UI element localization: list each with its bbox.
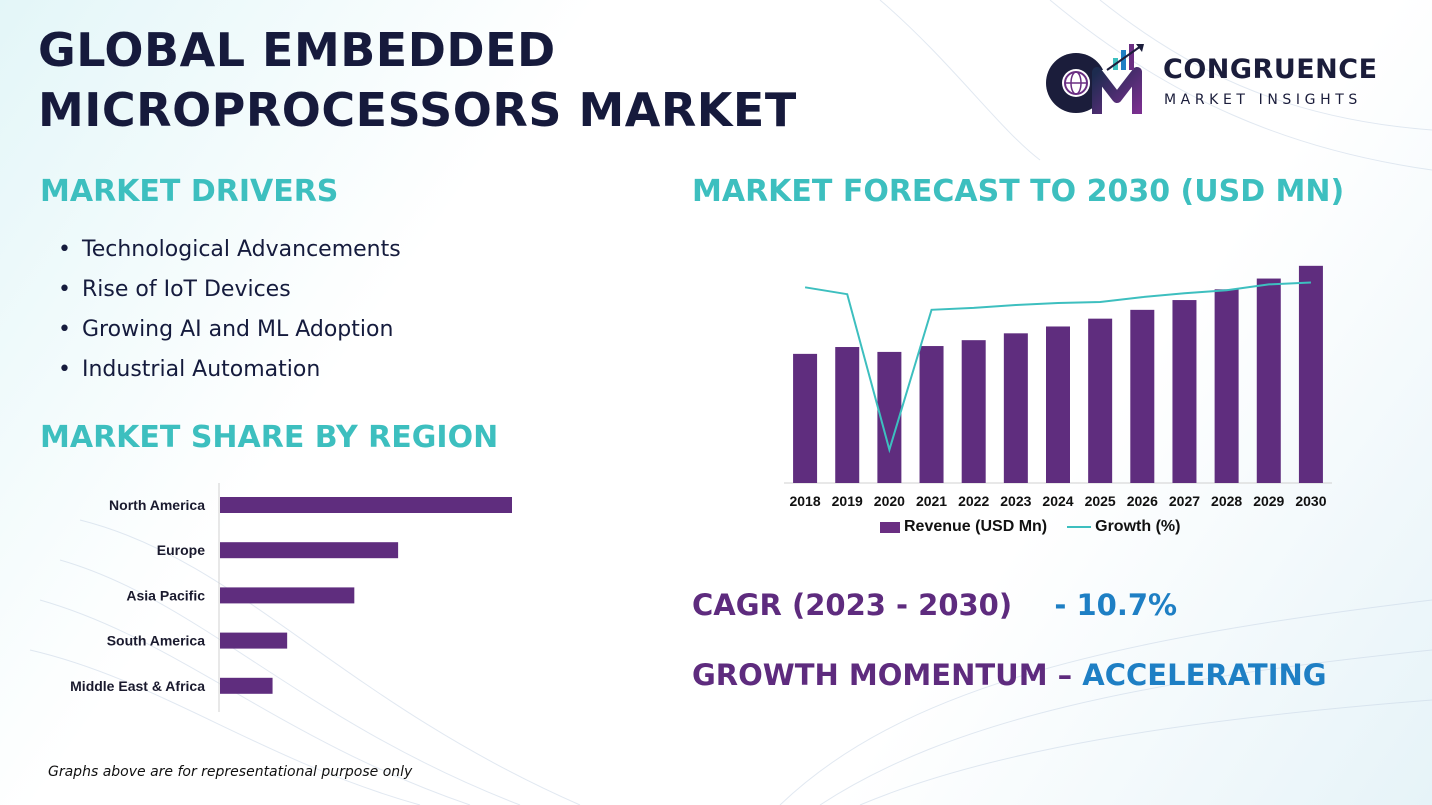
growth-line: [804, 281, 1311, 454]
region-bar: [220, 587, 355, 604]
drivers-heading: MARKET DRIVERS: [40, 174, 339, 209]
footnote: Graphs above are for representational pu…: [48, 764, 413, 780]
legend-item-growth: Growth (%): [1067, 518, 1180, 536]
year-tick-label: 2023: [1000, 493, 1031, 509]
year-tick-label: 2026: [1127, 493, 1158, 509]
forecast-heading: MARKET FORECAST TO 2030 (USD MN): [692, 174, 1345, 209]
region-bar: [220, 497, 512, 513]
list-item: • Industrial Automation: [58, 350, 401, 390]
revenue-bar: [1256, 278, 1281, 483]
cagr-label: CAGR (2023 - 2030): [692, 588, 1013, 622]
region-bar: [220, 542, 399, 559]
page-title: GLOBAL EMBEDDED MICROPROCESSORS MARKET: [38, 20, 797, 140]
brand-logo: CONGRUENCE MARKET INSIGHTS: [1045, 40, 1395, 118]
year-tick-label: 2025: [1085, 493, 1116, 509]
region-label: South America: [107, 633, 205, 649]
legend-item-revenue: Revenue (USD Mn): [880, 518, 1047, 536]
bullet-icon: •: [58, 317, 71, 342]
region-label: Asia Pacific: [126, 587, 205, 603]
page-title-line-1: GLOBAL EMBEDDED: [38, 23, 556, 77]
year-tick-label: 2019: [832, 493, 863, 509]
growth-momentum-statement: GROWTH MOMENTUM – ACCELERATING: [692, 658, 1327, 692]
revenue-bar: [1046, 326, 1070, 483]
drivers-list: • Technological Advancements • Rise of IoT…: [58, 230, 401, 390]
region-heading: MARKET SHARE BY REGION: [40, 420, 499, 455]
list-item: • Growing AI and ML Adoption: [58, 310, 401, 350]
list-item: • Technological Advancements: [58, 230, 401, 270]
revenue-bar: [1003, 333, 1028, 483]
driver-label: Rise of IoT Devices: [82, 277, 291, 302]
logo-name: CONGRUENCE: [1163, 54, 1378, 85]
revenue-bar: [793, 353, 818, 483]
bullet-icon: •: [58, 237, 71, 262]
year-tick-label: 2030: [1295, 493, 1326, 509]
driver-label: Technological Advancements: [82, 237, 401, 262]
momentum-label: GROWTH MOMENTUM –: [692, 658, 1073, 692]
revenue-bar: [1088, 318, 1113, 483]
bar-swatch-icon: [880, 521, 900, 533]
year-tick-label: 2020: [874, 493, 905, 509]
momentum-value: ACCELERATING: [1082, 658, 1327, 692]
revenue-bar: [919, 346, 944, 483]
year-tick-label: 2018: [789, 493, 820, 509]
legend-label: Growth (%): [1095, 518, 1181, 535]
revenue-bar: [1298, 265, 1323, 483]
region-label: Europe: [157, 542, 205, 558]
logo-tagline: MARKET INSIGHTS: [1164, 92, 1362, 108]
revenue-bar: [961, 340, 986, 483]
year-tick-label: 2024: [1042, 493, 1073, 509]
region-share-chart: North America Europe Asia Pacific South Ame…: [70, 483, 512, 712]
bullet-icon: •: [58, 277, 71, 302]
year-tick-label: 2028: [1211, 493, 1242, 509]
legend-label: Revenue (USD Mn): [904, 518, 1048, 535]
region-label: North America: [109, 497, 205, 513]
revenue-bar: [1214, 289, 1239, 483]
region-bar: [220, 632, 288, 649]
line-swatch-icon: [1067, 526, 1092, 528]
forecast-legend: Revenue (USD Mn) Growth (%): [880, 518, 1180, 536]
cagr-value: - 10.7%: [1054, 588, 1178, 622]
year-tick-label: 2029: [1253, 493, 1284, 509]
page-title-line-2: MICROPROCESSORS MARKET: [38, 83, 797, 137]
revenue-bar: [1172, 300, 1197, 483]
region-label: Middle East & Africa: [70, 678, 205, 694]
revenue-bar: [1130, 309, 1155, 483]
cagr-statement: CAGR (2023 - 2030) - 10.7%: [692, 588, 1177, 622]
driver-label: Growing AI and ML Adoption: [82, 317, 394, 342]
year-tick-label: 2021: [916, 493, 947, 509]
logo-mark-icon: [1046, 44, 1144, 114]
year-tick-label: 2022: [958, 493, 989, 509]
revenue-bar: [835, 347, 860, 483]
driver-label: Industrial Automation: [82, 357, 321, 382]
list-item: • Rise of IoT Devices: [58, 270, 401, 310]
year-tick-label: 2027: [1169, 493, 1200, 509]
region-bar: [220, 677, 273, 694]
bullet-icon: •: [58, 357, 71, 382]
forecast-chart: 2018 2019 2020 2021 2022 2023 2024 2025 2026 2027…: [784, 265, 1332, 509]
